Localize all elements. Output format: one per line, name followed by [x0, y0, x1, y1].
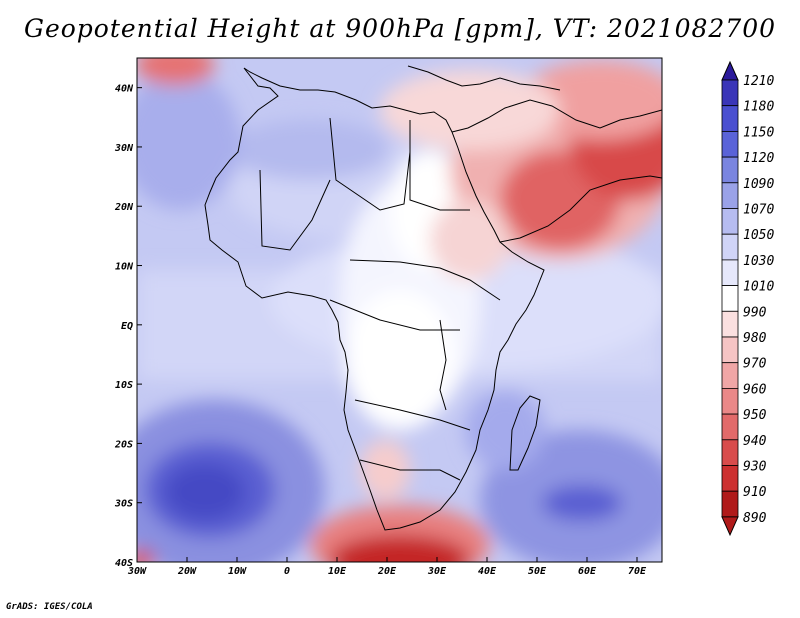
colorbar-swatch [721, 182, 739, 209]
lat-tick-label: 40S [115, 558, 133, 569]
lon-tick-label: 0 [284, 566, 290, 577]
lon-tick-label: 70E [628, 566, 647, 577]
colorbar-level-label: 1120 [743, 151, 774, 166]
colorbar-swatch [721, 259, 739, 286]
lat-tick-label: EQ [121, 321, 133, 332]
lon-tick-label: 20E [377, 566, 397, 577]
lon-tick-label: 20W [177, 566, 197, 577]
colorbar-level-label: 1050 [743, 228, 774, 243]
colorbar-swatch [721, 465, 739, 492]
colorbar-bottom-arrow [721, 516, 739, 537]
lon-tick-label: 10W [228, 566, 247, 577]
colorbar-level-label: 940 [743, 434, 767, 449]
colorbar-swatch [721, 105, 739, 132]
colorbar-level-label: 930 [743, 460, 767, 475]
colorbar-level-label: 980 [743, 331, 767, 346]
lat-tick-label: 10N [115, 262, 134, 273]
lon-axis: 30W 20W 10W 0 10E 20E 30E 40E 50E 60E 70E [127, 557, 647, 577]
lon-tick-label: 10E [328, 566, 347, 577]
colorbar-swatch [721, 156, 739, 184]
colorbar-swatch [721, 336, 739, 364]
colorbar-swatch [721, 490, 739, 518]
colorbar-level-label: 990 [743, 305, 767, 320]
grads-credit: GrADS: IGES/COLA [6, 602, 93, 612]
map-title: Geopotential Height at 900hPa [gpm], VT:… [23, 14, 777, 43]
lat-tick-label: 20S [114, 439, 133, 450]
colorbar-swatch [721, 362, 739, 389]
colorbar-level-label: 960 [743, 382, 767, 397]
colorbar-level-label: 950 [743, 408, 767, 423]
lat-tick-label: 20N [114, 202, 134, 213]
colorbar-swatch [721, 310, 739, 338]
colorbar-level-label: 970 [743, 357, 767, 372]
colorbar-swatch [721, 233, 739, 261]
colorbar-swatch [721, 208, 739, 235]
colorbar-swatch [721, 79, 739, 107]
colorbar-level-label: 1210 [743, 74, 774, 89]
coastlines [204, 65, 662, 531]
lon-tick-label: 30W [127, 566, 147, 577]
lat-tick-label: 40N [115, 84, 134, 95]
map-frame [136, 57, 663, 563]
lon-tick-label: 50E [528, 566, 547, 577]
colorbar-swatch [721, 439, 739, 466]
colorbar-level-label: 1180 [743, 100, 774, 115]
lat-tick-label: 30S [114, 499, 133, 510]
colorbar-swatch [721, 285, 739, 312]
colorbar-top-arrow [721, 60, 739, 81]
lat-tick-label: 10S [115, 380, 133, 391]
lat-tick-label: 30N [114, 143, 134, 154]
height-field [137, 58, 662, 562]
colorbar-swatch [721, 130, 739, 158]
lon-tick-label: 40E [478, 566, 497, 577]
colorbar-level-label: 1150 [743, 125, 774, 140]
colorbar-level-label: 890 [743, 511, 767, 526]
colorbar-level-label: 1070 [743, 203, 774, 218]
colorbar-level-label: 1010 [743, 280, 774, 295]
lat-axis: 40N 30N 20N 10N EQ 10S 20S 30S 40S [114, 84, 142, 569]
lon-tick-label: 60E [578, 566, 597, 577]
colorbar-level-label: 1030 [743, 254, 774, 269]
colorbar-swatch [721, 387, 739, 415]
colorbar-level-label: 910 [743, 485, 767, 500]
colorbar-swatch [721, 413, 739, 441]
lon-tick-label: 30E [427, 566, 447, 577]
colorbar-level-label: 1090 [743, 177, 774, 192]
